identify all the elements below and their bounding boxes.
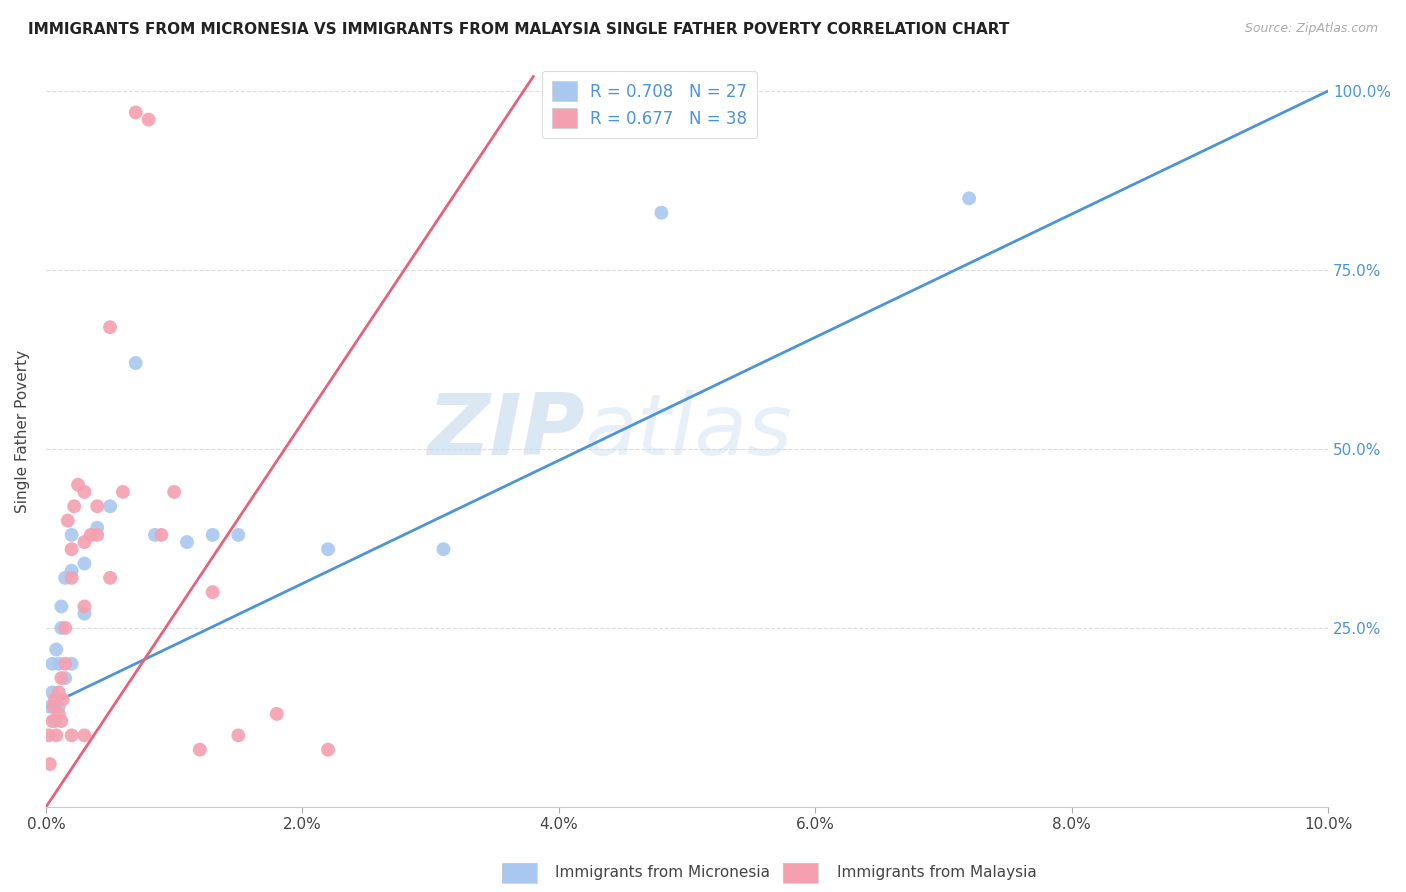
Point — [51, 599, 73, 614]
Legend: R = 0.708   N = 27, R = 0.677   N = 38: R = 0.708 N = 27, R = 0.677 N = 38 — [541, 71, 756, 138]
Point — [60, 728, 83, 742]
Point — [226, 528, 249, 542]
Point — [73, 599, 96, 614]
Point — [63, 500, 86, 514]
Point — [226, 728, 249, 742]
Point — [957, 191, 980, 205]
Point — [38, 728, 60, 742]
Point — [176, 535, 198, 549]
Point — [38, 757, 60, 772]
Point — [86, 500, 108, 514]
Point — [41, 714, 63, 728]
Point — [111, 484, 134, 499]
Point — [60, 564, 83, 578]
Point — [41, 657, 63, 671]
Point — [38, 699, 60, 714]
Point — [125, 356, 148, 370]
Point — [53, 657, 76, 671]
Point — [98, 500, 121, 514]
Point — [44, 692, 66, 706]
Point — [73, 484, 96, 499]
Point — [98, 571, 121, 585]
Point — [60, 657, 83, 671]
Point — [48, 699, 70, 714]
Point — [60, 571, 83, 585]
Text: Immigrants from Malaysia: Immigrants from Malaysia — [837, 865, 1036, 880]
Point — [125, 105, 148, 120]
Point — [73, 535, 96, 549]
Point — [66, 477, 89, 491]
Point — [51, 621, 73, 635]
Text: atlas: atlas — [585, 390, 793, 473]
Text: Source: ZipAtlas.com: Source: ZipAtlas.com — [1244, 22, 1378, 36]
Point — [201, 528, 224, 542]
Point — [45, 728, 67, 742]
Point — [650, 205, 672, 219]
Point — [73, 728, 96, 742]
Point — [56, 514, 79, 528]
Point — [150, 528, 173, 542]
Point — [53, 671, 76, 685]
Point — [80, 528, 103, 542]
Point — [42, 699, 65, 714]
Point — [316, 742, 339, 756]
Point — [48, 706, 70, 721]
Point — [432, 542, 454, 557]
Point — [44, 714, 66, 728]
Point — [138, 112, 160, 127]
Point — [53, 621, 76, 635]
Point — [45, 642, 67, 657]
Point — [98, 320, 121, 334]
Point — [316, 542, 339, 557]
Y-axis label: Single Father Poverty: Single Father Poverty — [15, 350, 30, 513]
Point — [163, 484, 186, 499]
Point — [48, 685, 70, 699]
Point — [51, 671, 73, 685]
Point — [143, 528, 166, 542]
Text: ZIP: ZIP — [427, 390, 585, 473]
Point — [60, 542, 83, 557]
Text: Immigrants from Micronesia: Immigrants from Micronesia — [555, 865, 770, 880]
Point — [53, 571, 76, 585]
Text: IMMIGRANTS FROM MICRONESIA VS IMMIGRANTS FROM MALAYSIA SINGLE FATHER POVERTY COR: IMMIGRANTS FROM MICRONESIA VS IMMIGRANTS… — [28, 22, 1010, 37]
Point — [51, 714, 73, 728]
Point — [48, 657, 70, 671]
Point — [86, 521, 108, 535]
Point — [188, 742, 211, 756]
Point — [41, 685, 63, 699]
Point — [73, 607, 96, 621]
Point — [60, 528, 83, 542]
Point — [52, 692, 75, 706]
Point — [266, 706, 288, 721]
Point — [201, 585, 224, 599]
Point — [86, 528, 108, 542]
Point — [73, 557, 96, 571]
